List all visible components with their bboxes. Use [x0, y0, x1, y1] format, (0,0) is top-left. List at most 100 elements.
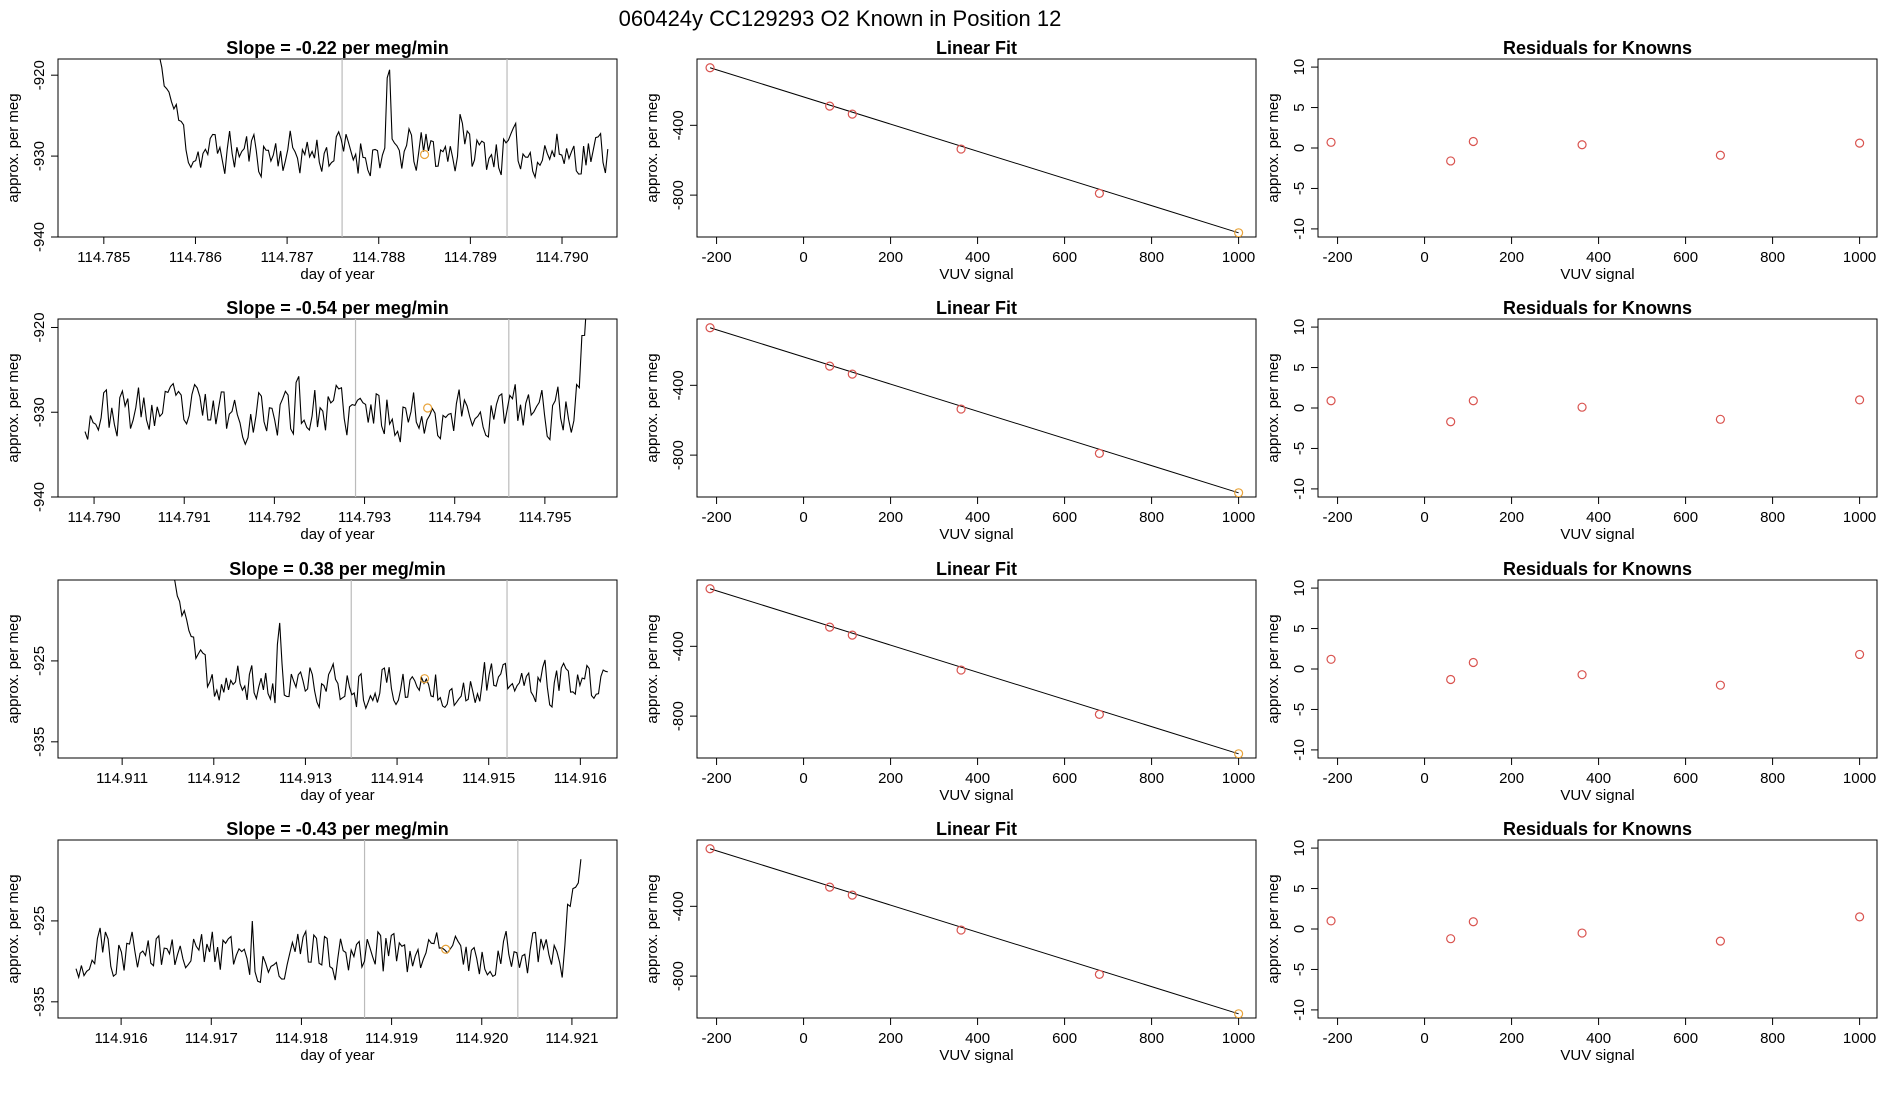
x-tick-label: 800: [1139, 770, 1164, 787]
panel-grid: Slope = -0.22 per meg/min 114.785 114.786 1…: [5, 38, 1878, 1064]
x-tick-label: 800: [1760, 509, 1785, 526]
residual-point: [1468, 136, 1478, 147]
x-tick-label: 400: [965, 1030, 990, 1047]
x-tick-label: 200: [878, 1030, 903, 1047]
fit-point: [705, 584, 715, 594]
x-tick-label: 114.791: [158, 509, 211, 526]
x-tick-label: 1000: [1843, 770, 1876, 787]
x-tick-label: 0: [1420, 770, 1428, 787]
y-tick-label: -800: [670, 440, 687, 470]
x-tick-label: 114.916: [95, 1030, 148, 1047]
plot-area: [705, 323, 1244, 497]
x-tick-label: 600: [1673, 1030, 1698, 1047]
x-axis-label: day of year: [300, 526, 374, 543]
x-tick-label: 114.792: [248, 509, 301, 526]
plot-area: [1326, 649, 1865, 690]
fit-line: [709, 848, 1239, 1015]
x-tick-label: 1000: [1222, 1030, 1255, 1047]
x-tick-label: 114.787: [261, 249, 314, 266]
fit-point: [847, 109, 857, 119]
y-tick-label: 5: [1291, 624, 1308, 632]
y-tick-label: -925: [31, 906, 48, 936]
residual-point: [1854, 395, 1865, 405]
panel-title: Slope = -0.22 per meg/min: [226, 38, 449, 58]
y-tick-label: 0: [1291, 404, 1308, 412]
x-tick-label: 200: [878, 770, 903, 787]
y-tick-label: -800: [670, 961, 687, 991]
x-tick-label: 114.794: [428, 509, 481, 526]
x-tick-label: 114.795: [518, 509, 571, 526]
y-axis-label: approx. per meg: [1265, 93, 1282, 202]
x-tick-label: 114.786: [169, 249, 222, 266]
plot-area: [1326, 912, 1865, 946]
x-axis-label: VUV signal: [939, 526, 1013, 543]
fit-point: [847, 630, 857, 640]
plot-frame: [57, 58, 618, 238]
y-axis-label: approx. per meg: [5, 874, 22, 983]
x-tick-label: 1000: [1222, 249, 1255, 266]
y-tick-label: 0: [1291, 144, 1308, 152]
panel-title: Slope = -0.43 per meg/min: [226, 819, 449, 839]
x-tick-label: 800: [1760, 249, 1785, 266]
fit-point: [825, 361, 835, 371]
x-tick-label: -200: [702, 509, 732, 526]
x-tick-label: 600: [1052, 249, 1077, 266]
y-tick-label: -400: [670, 370, 687, 400]
panel-title: Residuals for Knowns: [1503, 298, 1692, 318]
y-tick-label: 0: [1291, 925, 1308, 933]
x-tick-label: -200: [1323, 249, 1353, 266]
x-tick-label: 800: [1139, 509, 1164, 526]
panel-title: Residuals for Knowns: [1503, 38, 1692, 58]
residual-point: [1326, 396, 1336, 406]
plot-frame: [696, 579, 1257, 759]
fit-point: [705, 63, 715, 73]
panel-timeseries-4: Slope = -0.43 per meg/min 114.916 114.917 1…: [5, 819, 618, 1064]
residual-point: [1577, 140, 1587, 150]
panel-fit-3: Linear Fit -200 0 200 400 600 800 1000 -400 -800 V…: [644, 559, 1257, 804]
plot-frame: [696, 839, 1257, 1019]
plot-area: [75, 840, 582, 1018]
y-tick-label: 5: [1291, 103, 1308, 111]
figure-title: 060424y CC129293 O2 Known in Position 12: [619, 6, 1062, 31]
residual-point: [1468, 396, 1478, 406]
x-tick-label: -200: [702, 1030, 732, 1047]
plot-area: [173, 580, 608, 758]
y-tick-label: -930: [31, 141, 48, 171]
x-tick-label: 114.913: [279, 770, 332, 787]
panel-title: Linear Fit: [936, 298, 1017, 318]
y-tick-label: -400: [670, 891, 687, 921]
plot-frame: [57, 318, 618, 498]
x-axis-label: VUV signal: [939, 1047, 1013, 1064]
x-tick-label: 400: [1586, 249, 1611, 266]
residual-point: [1715, 414, 1725, 424]
residual-point: [1446, 156, 1456, 166]
average-marker: [423, 403, 433, 413]
x-tick-label: 400: [965, 249, 990, 266]
residual-point: [1577, 670, 1587, 680]
y-tick-label: -800: [670, 701, 687, 731]
x-tick-label: 200: [1499, 770, 1524, 787]
y-tick-label: 10: [1291, 319, 1308, 336]
x-tick-label: 114.918: [275, 1030, 328, 1047]
y-tick-label: -935: [31, 727, 48, 757]
panel-title: Residuals for Knowns: [1503, 559, 1692, 579]
x-tick-label: 0: [1420, 249, 1428, 266]
x-tick-label: 114.789: [444, 249, 497, 266]
x-tick-label: -200: [702, 249, 732, 266]
plot-frame: [1317, 318, 1878, 498]
x-tick-label: -200: [1323, 1030, 1353, 1047]
x-tick-label: 400: [965, 770, 990, 787]
panel-title: Linear Fit: [936, 38, 1017, 58]
panel-title: Residuals for Knowns: [1503, 819, 1692, 839]
x-tick-label: 0: [799, 249, 807, 266]
x-tick-label: 800: [1760, 1030, 1785, 1047]
fit-point: [825, 622, 835, 632]
x-tick-label: 1000: [1222, 509, 1255, 526]
x-tick-label: 800: [1139, 1030, 1164, 1047]
residual-point: [1577, 402, 1587, 412]
fit-point: [1094, 969, 1104, 979]
fit-point: [1234, 749, 1244, 758]
residual-point: [1326, 916, 1336, 926]
fit-point: [1094, 448, 1104, 458]
average-marker: [441, 944, 451, 954]
